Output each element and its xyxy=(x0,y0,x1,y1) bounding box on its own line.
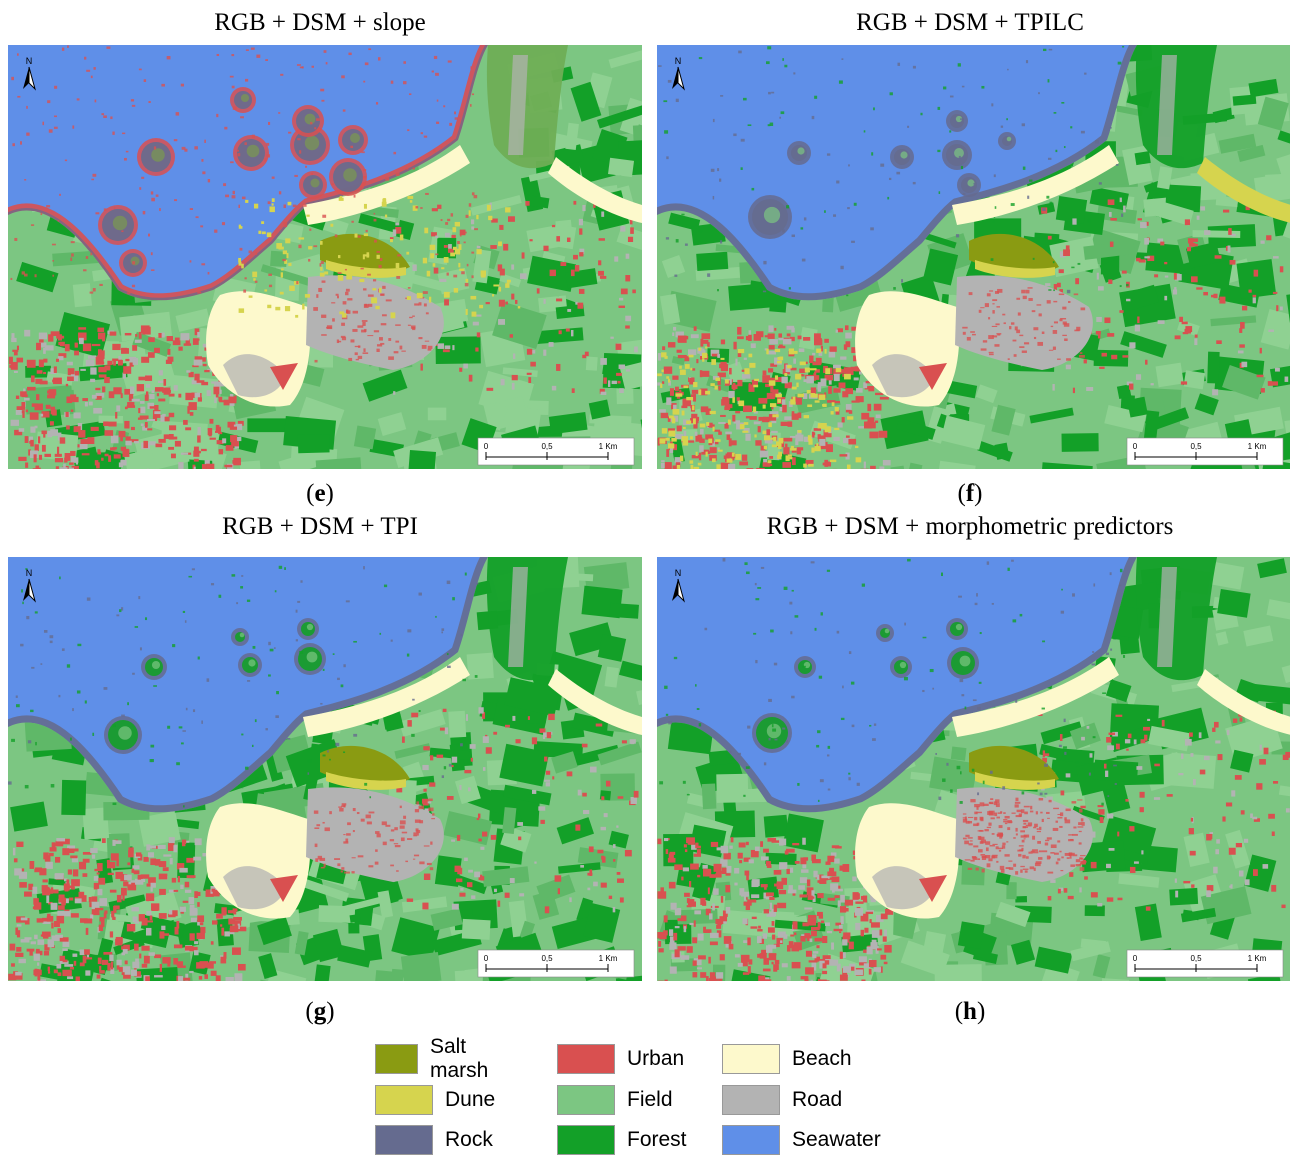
north-label: N xyxy=(675,568,682,578)
legend-item-road: Road xyxy=(722,1084,842,1116)
map-panel-h: N 0 0,5 1 Km xyxy=(657,557,1290,981)
legend-item-dune: Dune xyxy=(375,1084,495,1116)
panel-title-g: RGB + DSM + TPI xyxy=(0,512,640,542)
legend-label: Salt marsh xyxy=(430,1035,503,1083)
legend-swatch xyxy=(557,1085,615,1115)
legend-swatch xyxy=(722,1044,780,1074)
legend-swatch xyxy=(375,1044,418,1074)
legend-label: Field xyxy=(627,1088,673,1112)
scale-label-mid: 0,5 xyxy=(1190,954,1202,963)
scale-label-start: 0 xyxy=(1133,954,1138,963)
legend-item-seawater: Seawater xyxy=(722,1124,881,1156)
scale-label-start: 0 xyxy=(484,954,489,963)
legend-item-beach: Beach xyxy=(722,1043,852,1075)
panel-title-e: RGB + DSM + slope xyxy=(0,8,640,38)
panel-label-f: (f) xyxy=(650,479,1290,509)
scale-label-end: 1 Km xyxy=(599,954,618,963)
legend-swatch xyxy=(557,1044,615,1074)
legend-item-urban: Urban xyxy=(557,1043,684,1075)
legend-swatch xyxy=(722,1085,780,1115)
legend-item-salt-marsh: Salt marsh xyxy=(375,1043,503,1075)
panel-label-g: (g) xyxy=(0,997,640,1027)
panel-title-h: RGB + DSM + morphometric predictors xyxy=(650,512,1290,542)
north-label: N xyxy=(26,56,33,66)
legend-label: Rock xyxy=(445,1128,493,1152)
legend-item-field: Field xyxy=(557,1084,673,1116)
legend-swatch xyxy=(375,1085,433,1115)
legend-label: Seawater xyxy=(792,1128,881,1152)
scale-label-end: 1 Km xyxy=(1248,442,1267,451)
scale-bar: 0 0,5 1 Km xyxy=(1127,438,1283,465)
scale-label-mid: 0,5 xyxy=(541,954,553,963)
scale-bar: 0 0,5 1 Km xyxy=(478,438,634,465)
legend-swatch xyxy=(375,1125,433,1155)
legend-label: Dune xyxy=(445,1088,495,1112)
legend-swatch xyxy=(722,1125,780,1155)
legend-swatch xyxy=(557,1125,615,1155)
map-panel-f: N 0 0,5 1 Km xyxy=(657,45,1290,469)
legend-label: Forest xyxy=(627,1128,687,1152)
scale-bar: 0 0,5 1 Km xyxy=(478,950,634,977)
map-panel-e: N 0 0,5 1 Km xyxy=(8,45,642,469)
panel-label-e: (e) xyxy=(0,479,640,509)
scale-label-end: 1 Km xyxy=(599,442,618,451)
legend-label: Urban xyxy=(627,1047,684,1071)
scale-label-mid: 0,5 xyxy=(541,442,553,451)
legend-item-rock: Rock xyxy=(375,1124,493,1156)
scale-label-start: 0 xyxy=(1133,442,1138,451)
scale-label-end: 1 Km xyxy=(1248,954,1267,963)
panel-title-f: RGB + DSM + TPILC xyxy=(650,8,1290,38)
panel-label-h: (h) xyxy=(650,997,1290,1027)
scale-label-mid: 0,5 xyxy=(1190,442,1202,451)
legend-label: Road xyxy=(792,1088,842,1112)
north-label: N xyxy=(26,568,33,578)
legend-label: Beach xyxy=(792,1047,852,1071)
scale-bar: 0 0,5 1 Km xyxy=(1127,950,1283,977)
legend-item-forest: Forest xyxy=(557,1124,687,1156)
scale-label-start: 0 xyxy=(484,442,489,451)
map-panel-g: N 0 0,5 1 Km xyxy=(8,557,642,981)
north-label: N xyxy=(675,56,682,66)
